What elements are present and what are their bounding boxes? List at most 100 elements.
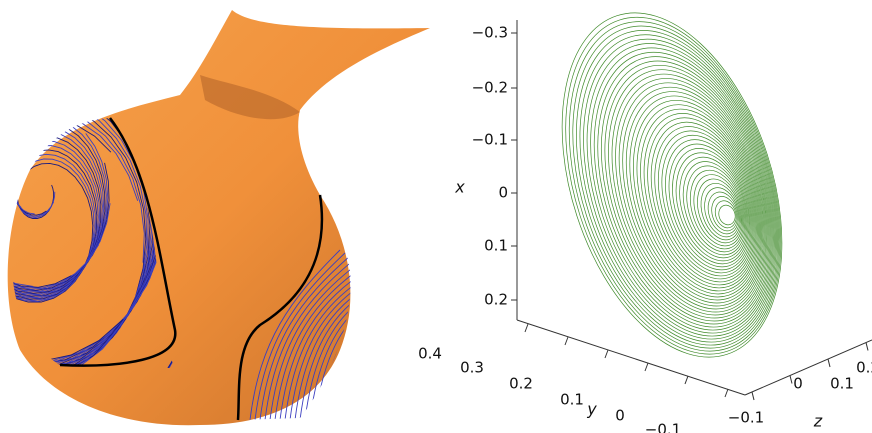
orbit [615,78,767,313]
orbit [622,86,765,307]
separatrix [59,117,177,367]
orbit [690,169,744,250]
z-tick [865,342,869,351]
z-tick-label: −0.1 [728,409,764,427]
z-tick [827,358,831,368]
orbit [679,156,748,259]
streamline [249,249,341,420]
y-tick-label: 0.3 [460,359,484,377]
streamline [274,264,351,420]
orbit [579,34,777,343]
streamline [284,270,351,420]
orbit [718,204,736,226]
y-tick-label: 0.1 [560,391,584,409]
orbit [625,91,764,304]
orbit [707,191,739,235]
streamline [11,118,145,295]
y-tick [644,362,649,372]
orbit [657,130,754,277]
orbit [608,69,769,319]
orbit [572,25,780,349]
orbit [711,196,738,232]
z-axis [744,339,872,396]
orbit [661,134,753,274]
streamline [294,276,351,420]
orbit [561,12,783,358]
y-tick [524,323,529,333]
orbit [668,143,751,268]
orbit [643,113,758,289]
z-axis-label: z [813,412,823,431]
y-tick [684,375,689,385]
orbit [597,56,772,328]
x-tick-label: 0.2 [484,291,508,309]
streamline [309,285,351,420]
orbit [647,117,757,286]
y-tick-label: 0.2 [509,375,533,393]
streamline [11,118,147,323]
y-tick-label: 0 [615,407,625,425]
orbit [665,139,752,271]
y-tick [724,388,729,398]
orbit [576,30,778,346]
orbit [704,187,740,238]
orbit [650,121,756,283]
orbit [686,165,746,253]
orbit [629,95,763,301]
orbit [672,148,750,265]
x-tick-label: −0.2 [472,79,508,97]
surface-render [7,10,430,426]
orbit [583,38,776,340]
streamline [11,118,158,368]
trajectory [561,12,783,358]
streamline [299,279,351,420]
x-tick-label: 0.1 [484,237,508,255]
orbit [611,73,768,316]
orbit [640,108,759,292]
orbit [565,16,782,355]
orbit [682,161,747,256]
y-tick-label: 0.4 [418,345,442,363]
orbit [693,174,743,247]
streamline [11,118,176,368]
separatrix [236,194,324,421]
streamline [254,252,346,420]
streamline [11,118,175,368]
orbit [618,82,766,310]
x-tick-label: −0.1 [472,131,508,149]
z-tick-label: 0 [793,375,803,393]
x-tick-label: 0 [498,184,508,202]
z-tick [789,375,793,384]
x-tick-label: −0.3 [472,24,508,42]
streamline [304,282,351,420]
streamline [279,267,351,420]
streamline [11,118,148,366]
orbit [633,99,761,298]
orbit [714,200,737,229]
y-axis [516,319,746,396]
orbit [654,126,755,280]
orbit [675,152,749,262]
orbit [586,43,775,337]
orbit [590,47,774,334]
orbit [700,182,741,241]
z-tick-label: 0.2 [856,359,872,377]
streamline [11,158,95,302]
orange-surface [7,10,430,426]
z-tick [751,391,755,401]
orbit [604,65,770,322]
streamline [269,261,351,420]
y-axis-label: y [586,400,597,419]
orbit [568,21,781,352]
axes-3d: x y z −0.3−0.2−0.100.10.20.40.30.20.10−0… [418,20,872,433]
y-tick [564,336,569,346]
streamline [289,273,351,420]
y-tick [604,349,609,359]
orbit [636,104,760,295]
z-tick-label: 0.1 [830,375,854,393]
orbit [600,60,771,325]
y-tick-label: −0.1 [645,421,681,433]
streamline [259,255,351,420]
